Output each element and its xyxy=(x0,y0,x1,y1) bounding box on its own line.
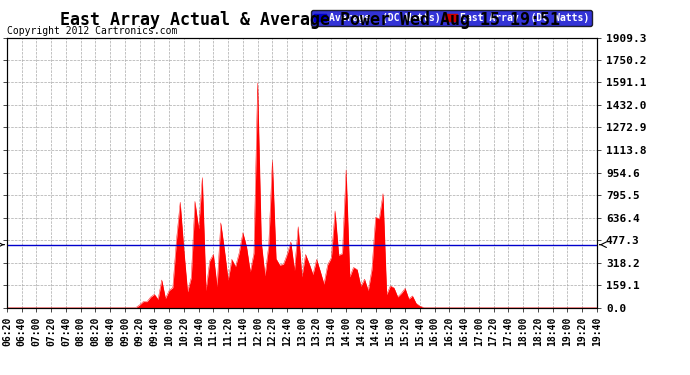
Legend: Average  (DC Watts), East Array  (DC Watts): Average (DC Watts), East Array (DC Watts… xyxy=(311,10,592,26)
Text: Copyright 2012 Cartronics.com: Copyright 2012 Cartronics.com xyxy=(7,26,177,36)
Text: East Array Actual & Average Power Wed Aug 15 19:51: East Array Actual & Average Power Wed Au… xyxy=(61,11,560,29)
